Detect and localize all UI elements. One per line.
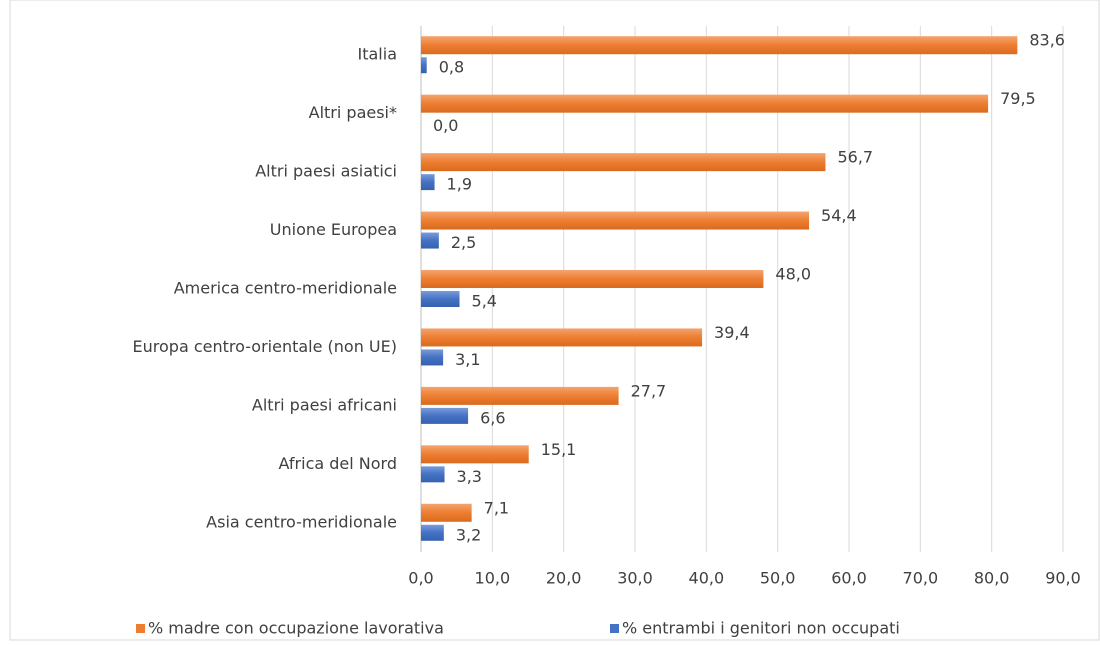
legend-swatch <box>610 624 619 633</box>
value-label: 79,5 <box>1000 89 1036 108</box>
value-label: 1,9 <box>447 175 472 194</box>
value-label: 3,3 <box>457 467 482 486</box>
value-label: 3,1 <box>455 350 480 369</box>
legend-swatch <box>136 624 145 633</box>
y-tick-label: America centro-meridionale <box>174 279 397 298</box>
bar <box>421 328 703 347</box>
x-tick-label: 30,0 <box>617 569 653 588</box>
value-label: 48,0 <box>775 265 811 284</box>
y-tick-label: Italia <box>358 45 398 64</box>
bar <box>421 386 619 405</box>
y-tick-label: Altri paesi* <box>309 103 397 122</box>
x-tick-label: 0,0 <box>408 569 433 588</box>
value-label: 54,4 <box>821 206 857 225</box>
value-label: 56,7 <box>837 148 873 167</box>
x-tick-label: 90,0 <box>1045 569 1081 588</box>
bar <box>421 57 427 74</box>
value-label: 3,2 <box>456 525 481 544</box>
value-label: 27,7 <box>631 381 667 400</box>
x-tick-label: 80,0 <box>974 569 1010 588</box>
value-label: 15,1 <box>541 440 577 459</box>
bar <box>421 36 1018 55</box>
y-tick-label: Africa del Nord <box>279 454 397 473</box>
bar <box>421 503 472 522</box>
value-label: 83,6 <box>1029 31 1065 50</box>
bar <box>421 291 460 307</box>
value-label: 39,4 <box>714 323 750 342</box>
value-label: 0,0 <box>433 116 458 135</box>
bar <box>421 232 439 249</box>
bar <box>421 466 445 483</box>
bar <box>421 407 469 424</box>
value-label: 7,1 <box>484 498 509 517</box>
y-tick-label: Altri paesi asiatici <box>255 162 397 181</box>
chart-frame <box>9 0 1100 641</box>
x-tick-label: 50,0 <box>760 569 796 588</box>
bar <box>421 524 444 541</box>
x-tick-label: 60,0 <box>831 569 867 588</box>
y-tick-label: Europa centro-orientale (non UE) <box>133 337 397 356</box>
value-label: 5,4 <box>472 292 497 311</box>
value-label: 2,5 <box>451 233 476 252</box>
bar <box>421 94 989 113</box>
x-tick-label: 10,0 <box>475 569 511 588</box>
legend-label: % entrambi i genitori non occupati <box>622 619 900 638</box>
x-tick-label: 20,0 <box>546 569 582 588</box>
value-label: 6,6 <box>480 408 505 427</box>
bar <box>421 153 826 172</box>
bar <box>421 211 810 230</box>
x-tick-label: 40,0 <box>689 569 725 588</box>
bar <box>421 270 764 288</box>
y-tick-label: Asia centro-meridionale <box>206 512 397 531</box>
y-tick-label: Altri paesi africani <box>252 395 397 414</box>
bar <box>421 349 444 366</box>
y-tick-label: Unione Europea <box>270 220 397 239</box>
value-label: 0,8 <box>439 58 464 77</box>
x-tick-label: 70,0 <box>903 569 939 588</box>
bar <box>421 174 435 191</box>
legend-label: % madre con occupazione lavorativa <box>148 619 444 638</box>
bar <box>421 445 529 464</box>
